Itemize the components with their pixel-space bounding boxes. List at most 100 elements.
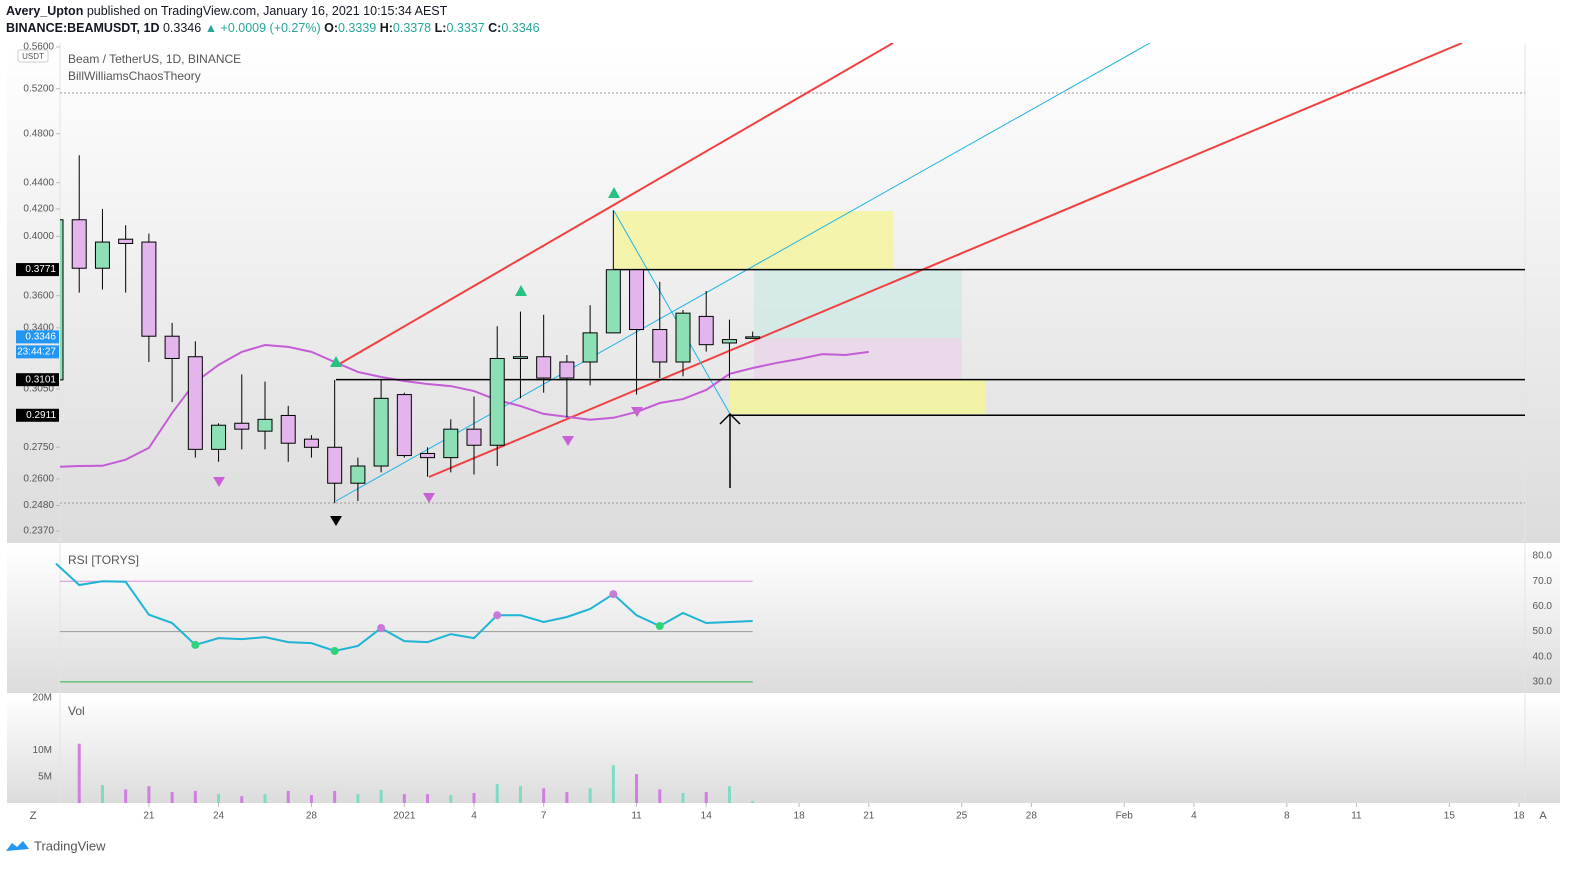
- fractal-up: [608, 187, 620, 198]
- volume-bar: [77, 743, 81, 803]
- countdown-label-bg: [16, 345, 59, 359]
- volume-bar: [426, 794, 430, 803]
- h-value: 0.3378: [393, 21, 431, 35]
- x-tick-label: 7: [541, 811, 547, 822]
- candle-body: [443, 428, 459, 459]
- price-line-label-bg: [16, 373, 59, 387]
- fractals: [213, 187, 643, 526]
- c-value: 0.3346: [501, 21, 539, 35]
- volume-bar: [124, 789, 128, 803]
- candle-body: [536, 356, 552, 379]
- candle-body: [698, 315, 714, 346]
- axis-right-button[interactable]: A: [1539, 810, 1547, 822]
- volume-bar: [217, 794, 221, 803]
- fractal-up: [515, 285, 527, 296]
- x-tick-label: 21: [863, 811, 875, 822]
- volume-bar: [472, 793, 476, 803]
- price-line-label-bg: [16, 263, 59, 277]
- rsi-title: RSI [TORYS]: [68, 553, 139, 567]
- rsi-tick-label: 60.0: [1533, 601, 1553, 612]
- candle-body: [559, 361, 575, 379]
- currency-badge: [17, 49, 49, 63]
- x-tick-label: 11: [631, 811, 642, 822]
- volume-bar: [263, 794, 267, 803]
- volume-bar: [565, 791, 569, 803]
- volume-bar: [727, 786, 731, 803]
- volume-bar: [379, 789, 383, 803]
- rsi-pivot: [493, 611, 502, 620]
- volume-bar: [495, 784, 499, 803]
- candle-body: [94, 241, 110, 269]
- volume-bar: [751, 800, 755, 803]
- volume-bar: [100, 785, 104, 803]
- candle-body: [512, 356, 528, 359]
- x-tick-label: 24: [213, 811, 225, 822]
- zone: [754, 338, 962, 379]
- fractal-arrow: [330, 516, 342, 526]
- volume-bar: [402, 794, 406, 803]
- price-line-label: 0.2911: [26, 410, 56, 421]
- countdown-label: 23:44:27: [17, 347, 56, 358]
- o-key: O:: [324, 21, 338, 35]
- y-tick-label: 0.2370: [23, 526, 54, 537]
- candle-body: [466, 428, 482, 446]
- candle-body: [582, 332, 598, 363]
- volume-bar: [658, 789, 662, 803]
- o-value: 0.3339: [338, 21, 376, 35]
- candle-body: [652, 329, 668, 363]
- brand[interactable]: TradingView: [34, 838, 106, 853]
- fractal-down: [562, 436, 574, 446]
- fractal-up: [330, 356, 342, 367]
- candle-body: [60, 219, 64, 381]
- volume-pane: [7, 696, 1560, 803]
- volume-bar: [170, 791, 174, 803]
- x-tick-label: 4: [471, 811, 477, 822]
- y-tick-label: 0.2750: [23, 442, 54, 453]
- x-tick-label: 28: [306, 811, 318, 822]
- candle-body: [164, 335, 180, 359]
- volume-bar: [356, 794, 360, 803]
- volume-bar: [333, 790, 337, 803]
- candle-body: [71, 219, 87, 269]
- candle-body: [721, 339, 737, 344]
- y-tick-label: 0.2480: [23, 500, 54, 511]
- volume-tick-label: 5M: [38, 771, 52, 782]
- price-line-label: 0.3771: [25, 264, 56, 275]
- trend-line: [428, 43, 1463, 478]
- candle-body: [234, 422, 250, 430]
- candle-body: [420, 452, 436, 459]
- indicator-name: BillWilliamsChaosTheory: [68, 69, 201, 83]
- candle-body: [211, 424, 227, 450]
- y-tick-label: 0.4800: [23, 128, 54, 139]
- brand-logo: [6, 841, 29, 851]
- fractal-down: [423, 493, 435, 503]
- volume-bar: [681, 793, 685, 803]
- candle-body: [280, 414, 296, 444]
- x-tick-label: 15: [1444, 811, 1456, 822]
- l-key: L:: [435, 21, 447, 35]
- volume-bar: [193, 790, 197, 803]
- volume-bar: [542, 788, 546, 803]
- price-labels: 0.3771 0.3101 0.2911 0.3346 23:44:27: [16, 263, 59, 422]
- trend-line: [335, 43, 1151, 502]
- currency: USDT: [22, 52, 44, 61]
- y-tick-label: 0.3050: [23, 384, 54, 395]
- candle-body: [373, 397, 389, 467]
- volume-bar: [611, 765, 615, 803]
- volume-bar: [518, 786, 522, 803]
- volume-bar: [588, 788, 592, 803]
- author: Avery_Upton: [6, 4, 83, 18]
- x-tick-label: Feb: [1116, 811, 1134, 822]
- axis-left-button[interactable]: Z: [30, 810, 37, 822]
- y-tick-label: 0.2600: [23, 474, 54, 485]
- rsi-tick-label: 70.0: [1533, 576, 1553, 587]
- y-tick-label: 0.4000: [23, 231, 54, 242]
- x-tick-label: 4: [1191, 811, 1197, 822]
- trend-line: [335, 43, 894, 367]
- y-tick-label: 0.3600: [23, 290, 54, 301]
- candle-body: [629, 269, 645, 331]
- zone: [614, 211, 893, 269]
- rsi-tick-label: 40.0: [1533, 651, 1553, 662]
